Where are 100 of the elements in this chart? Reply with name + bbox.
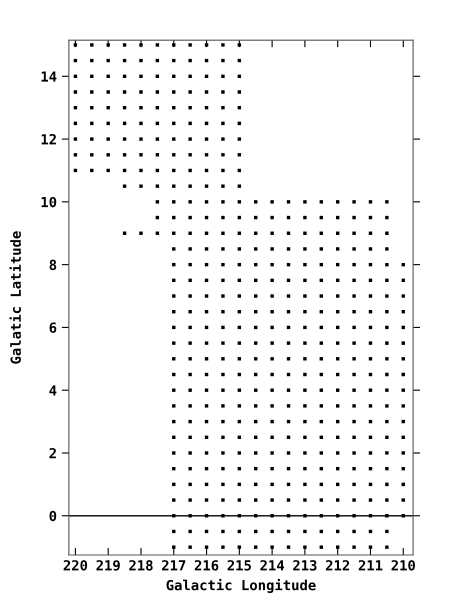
point xyxy=(303,514,307,518)
point xyxy=(303,294,307,298)
point xyxy=(188,247,192,251)
point xyxy=(254,357,258,361)
point xyxy=(320,200,323,204)
point xyxy=(303,466,307,470)
point xyxy=(90,106,94,110)
point xyxy=(238,498,242,502)
point xyxy=(221,43,225,47)
point xyxy=(172,498,176,502)
point xyxy=(156,216,160,220)
point xyxy=(336,436,340,439)
point xyxy=(204,168,208,172)
point xyxy=(286,498,290,502)
point xyxy=(402,357,405,361)
point xyxy=(204,137,208,141)
point xyxy=(303,341,307,345)
point xyxy=(368,404,372,408)
point xyxy=(221,388,225,392)
point xyxy=(320,357,323,361)
point xyxy=(352,357,356,361)
point xyxy=(172,436,176,439)
point xyxy=(238,168,242,172)
point xyxy=(204,216,208,220)
point xyxy=(106,168,110,172)
point xyxy=(385,404,389,408)
point xyxy=(204,404,208,408)
point xyxy=(368,420,372,424)
point xyxy=(122,90,126,94)
point xyxy=(270,436,274,439)
point xyxy=(238,388,242,392)
point xyxy=(254,436,258,439)
point xyxy=(385,357,389,361)
point xyxy=(385,232,389,235)
point xyxy=(303,232,307,235)
point xyxy=(385,436,389,439)
point xyxy=(385,326,389,330)
point xyxy=(352,514,356,518)
point xyxy=(139,58,143,62)
point xyxy=(90,137,94,141)
point xyxy=(188,388,192,392)
point xyxy=(270,216,274,220)
point xyxy=(221,310,225,314)
point xyxy=(139,153,143,156)
point xyxy=(188,372,192,376)
point xyxy=(221,247,225,251)
x-tick-label: 218 xyxy=(129,560,153,571)
point xyxy=(238,137,242,141)
point xyxy=(352,310,356,314)
point xyxy=(156,74,160,78)
point xyxy=(336,466,340,470)
point xyxy=(320,530,323,534)
point xyxy=(204,341,208,345)
point xyxy=(74,74,78,78)
point xyxy=(303,372,307,376)
point xyxy=(352,232,356,235)
point xyxy=(368,545,372,549)
point xyxy=(286,545,290,549)
point xyxy=(286,420,290,424)
point xyxy=(336,294,340,298)
point xyxy=(402,341,405,345)
point xyxy=(188,43,192,47)
point xyxy=(204,122,208,126)
point xyxy=(172,200,176,204)
point xyxy=(90,168,94,172)
point xyxy=(221,372,225,376)
point xyxy=(368,247,372,251)
point xyxy=(221,153,225,156)
point xyxy=(385,466,389,470)
point xyxy=(402,404,405,408)
point xyxy=(74,106,78,110)
point xyxy=(303,216,307,220)
point xyxy=(352,388,356,392)
point xyxy=(368,200,372,204)
point xyxy=(172,388,176,392)
point xyxy=(238,436,242,439)
point xyxy=(352,436,356,439)
point xyxy=(204,106,208,110)
point xyxy=(336,530,340,534)
point xyxy=(320,436,323,439)
point xyxy=(352,420,356,424)
point xyxy=(172,122,176,126)
point xyxy=(172,278,176,282)
point xyxy=(254,482,258,486)
point xyxy=(172,168,176,172)
point xyxy=(286,436,290,439)
y-tick-label: 4 xyxy=(49,385,56,396)
point xyxy=(172,545,176,549)
point xyxy=(238,58,242,62)
point xyxy=(172,482,176,486)
point xyxy=(188,106,192,110)
point xyxy=(172,326,176,330)
point xyxy=(204,436,208,439)
point xyxy=(368,388,372,392)
point xyxy=(204,420,208,424)
point xyxy=(402,388,405,392)
point xyxy=(402,372,405,376)
point xyxy=(188,404,192,408)
point xyxy=(385,530,389,534)
point xyxy=(336,451,340,455)
